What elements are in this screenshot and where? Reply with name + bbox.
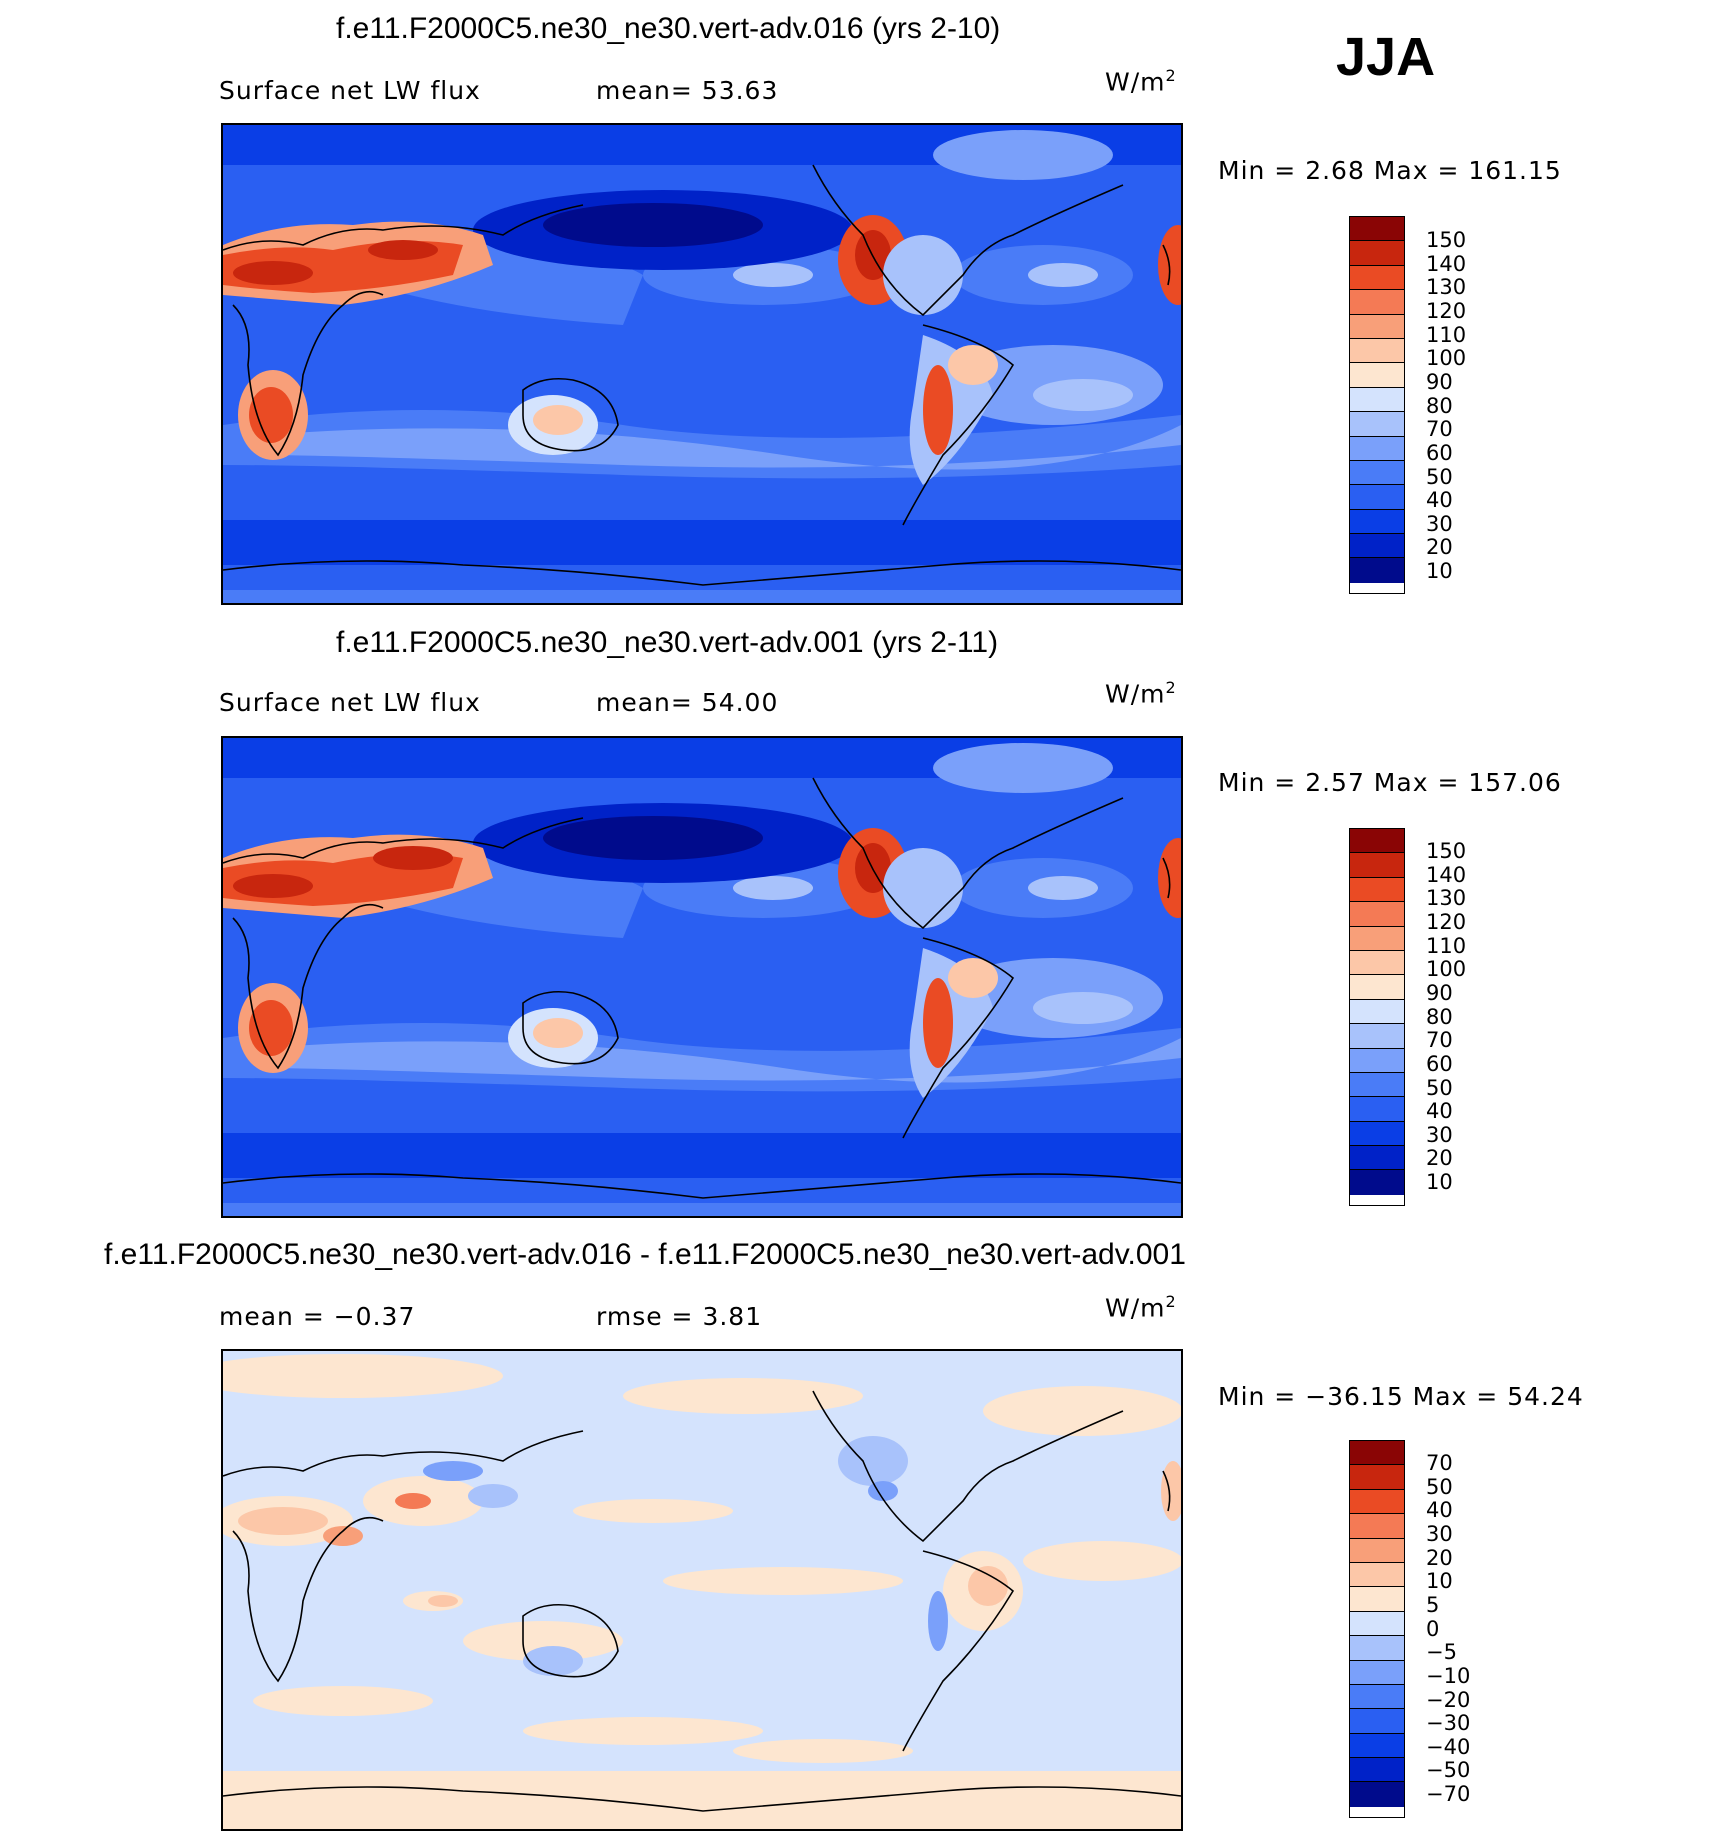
colorbar-tick: 150 (1426, 839, 1467, 863)
colorbar-tick: −50 (1426, 1758, 1471, 1782)
colorbar-tick: 70 (1426, 1451, 1453, 1475)
colorbar-tick: −20 (1426, 1688, 1471, 1712)
colorbar-tick: 90 (1426, 981, 1453, 1005)
colorbar-tick: 20 (1426, 535, 1453, 559)
panel-2-mean-label: mean= 54.00 (596, 688, 779, 717)
colorbar-tick: −10 (1426, 1664, 1471, 1688)
colorbar-tick: 10 (1426, 559, 1453, 583)
colorbar-tick: 50 (1426, 1475, 1453, 1499)
colorbar-tick: 40 (1426, 488, 1453, 512)
colorbar-tick: −5 (1426, 1640, 1457, 1664)
colorbar-tick: 120 (1426, 910, 1467, 934)
colorbar-tick: 30 (1426, 1522, 1453, 1546)
panel-3-map (221, 1349, 1183, 1831)
panel-2-map (221, 736, 1183, 1218)
colorbar-tick: 40 (1426, 1099, 1453, 1123)
panel-1-variable-label: Surface net LW flux (219, 76, 481, 105)
colorbar-tick: 10 (1426, 1569, 1453, 1593)
colorbar-tick: 100 (1426, 957, 1467, 981)
colorbar-tick: 80 (1426, 394, 1453, 418)
colorbar-tick: 0 (1426, 1617, 1440, 1641)
colorbar-tick: 110 (1426, 934, 1467, 958)
colorbar-tick: −40 (1426, 1735, 1471, 1759)
panel-3-minmax: Min = −36.15 Max = 54.24 (1218, 1382, 1584, 1411)
panel-2-title: f.e11.F2000C5.ne30_ne30.vert-adv.001 (yr… (336, 626, 999, 659)
panel-3-rmse-label: rmse = 3.81 (596, 1302, 763, 1331)
colorbar-tick: 50 (1426, 1076, 1453, 1100)
colorbar-tick: 150 (1426, 228, 1467, 252)
panel-2-minmax: Min = 2.57 Max = 157.06 (1218, 768, 1562, 797)
colorbar-tick: 70 (1426, 1028, 1453, 1052)
panel-1-map (221, 123, 1183, 605)
colorbar-tick: 20 (1426, 1546, 1453, 1570)
colorbar-tick: 140 (1426, 252, 1467, 276)
colorbar-tick: 120 (1426, 299, 1467, 323)
panel-2-colorbar (1349, 828, 1405, 1206)
colorbar-tick: 100 (1426, 346, 1467, 370)
panel-1-minmax: Min = 2.68 Max = 161.15 (1218, 156, 1562, 185)
colorbar-tick: −70 (1426, 1782, 1471, 1806)
colorbar-tick: 5 (1426, 1593, 1440, 1617)
colorbar-tick: 130 (1426, 275, 1467, 299)
season-label: JJA (1336, 27, 1436, 87)
colorbar-tick: 30 (1426, 1123, 1453, 1147)
colorbar-tick: 60 (1426, 1052, 1453, 1076)
panel-1-colorbar (1349, 216, 1405, 594)
colorbar-tick: 80 (1426, 1005, 1453, 1029)
colorbar-tick: 40 (1426, 1498, 1453, 1522)
panel-3-mean-label: mean = −0.37 (219, 1302, 416, 1331)
colorbar-tick: 90 (1426, 370, 1453, 394)
colorbar-tick: 10 (1426, 1170, 1453, 1194)
panel-1-unit: W/m2 (1105, 66, 1177, 97)
colorbar-tick: −30 (1426, 1711, 1471, 1735)
colorbar-tick: 30 (1426, 512, 1453, 536)
panel-1-mean-label: mean= 53.63 (596, 76, 779, 105)
colorbar-tick: 60 (1426, 441, 1453, 465)
panel-3-colorbar (1349, 1440, 1405, 1818)
colorbar-tick: 70 (1426, 417, 1453, 441)
panel-1-title: f.e11.F2000C5.ne30_ne30.vert-adv.016 (yr… (336, 12, 1001, 45)
panel-3-unit: W/m2 (1105, 1292, 1177, 1323)
colorbar-tick: 20 (1426, 1146, 1453, 1170)
panel-3-title: f.e11.F2000C5.ne30_ne30.vert-adv.016 - f… (104, 1238, 1186, 1271)
panel-2-variable-label: Surface net LW flux (219, 688, 481, 717)
colorbar-tick: 50 (1426, 465, 1453, 489)
colorbar-tick: 140 (1426, 863, 1467, 887)
colorbar-tick: 110 (1426, 323, 1467, 347)
colorbar-tick: 130 (1426, 886, 1467, 910)
panel-2-unit: W/m2 (1105, 678, 1177, 709)
